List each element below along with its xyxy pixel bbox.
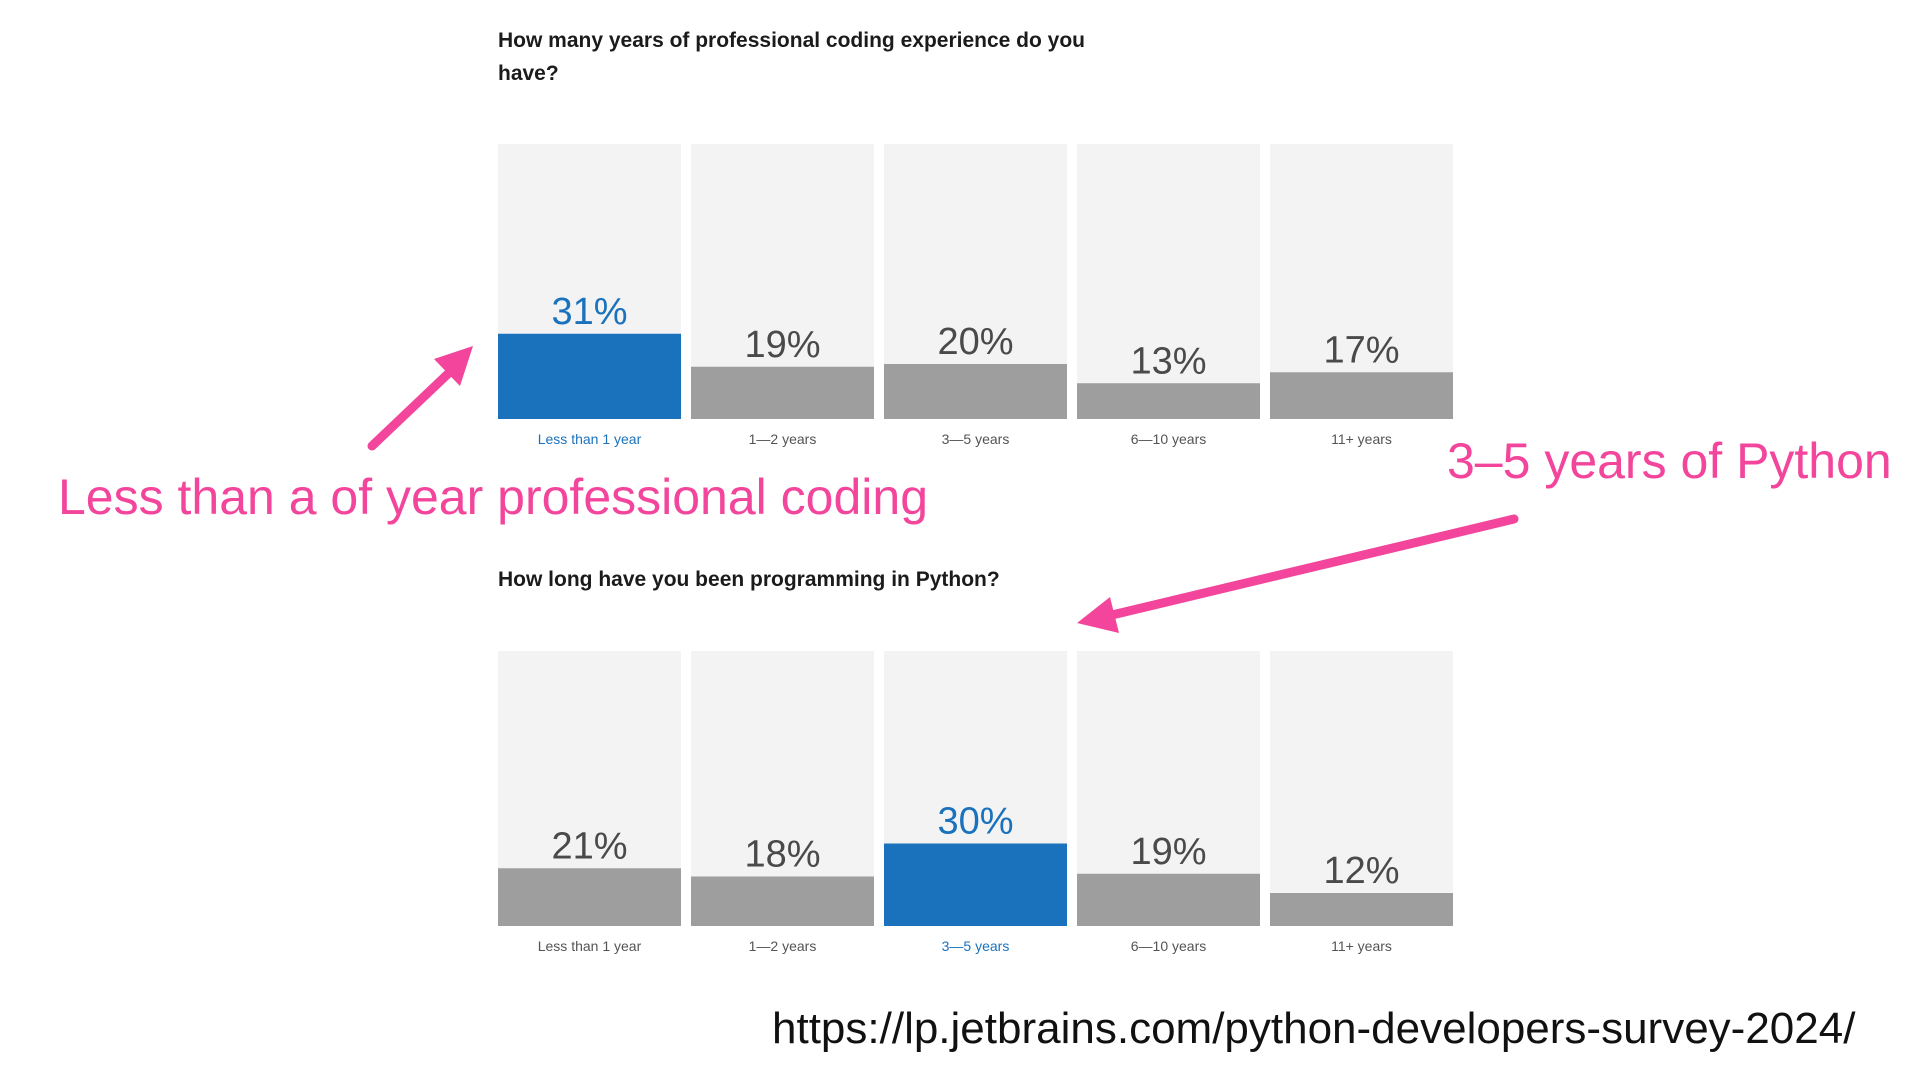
bar <box>1077 383 1260 419</box>
tick-label: 6—10 years <box>1131 938 1206 954</box>
bar-track <box>1270 651 1453 926</box>
bar <box>498 868 681 926</box>
bar <box>498 333 681 419</box>
bar <box>1270 893 1453 926</box>
tick-label: 11+ years <box>1331 938 1392 954</box>
bar <box>1077 873 1260 926</box>
value-label: 21% <box>551 825 627 867</box>
tick-label: 3—5 years <box>942 431 1010 447</box>
tick-label: 6—10 years <box>1131 431 1206 447</box>
bar <box>1270 372 1453 419</box>
tick-label: Less than 1 year <box>538 431 642 447</box>
annotation-less-than-year: Less than a of year professional coding <box>58 469 928 525</box>
arrow-to-first-bar <box>367 346 473 451</box>
tick-label: 3—5 years <box>942 938 1010 954</box>
value-label: 30% <box>937 801 1013 843</box>
value-label: 13% <box>1130 340 1206 382</box>
chart-title-professional-experience: How many years of professional coding ex… <box>498 29 1085 85</box>
chart-python-experience-svg: 21% Less than 1 year 18% 1—2 years 30% 3—5 ye… <box>498 651 1453 954</box>
value-label: 31% <box>551 291 627 333</box>
arrow-to-python-bar <box>1077 514 1519 633</box>
value-label: 20% <box>937 321 1013 363</box>
chart-professional-experience-svg: 31% Less than 1 year 19% 1—2 years 20% 3—5 ye… <box>498 144 1453 447</box>
tick-label: Less than 1 year <box>538 938 642 954</box>
bar <box>691 876 874 926</box>
bar <box>884 364 1067 419</box>
annotation-python-years: 3–5 years of Python <box>1447 433 1892 489</box>
source-url: https://lp.jetbrains.com/python-develope… <box>772 1004 1856 1053</box>
bar-track <box>1077 144 1260 419</box>
value-label: 19% <box>1130 831 1206 873</box>
value-label: 17% <box>1323 329 1399 371</box>
bar <box>691 366 874 419</box>
tick-label: 11+ years <box>1331 431 1392 447</box>
value-label: 19% <box>744 324 820 366</box>
value-label: 18% <box>744 834 820 876</box>
bar <box>884 843 1067 926</box>
chart-python-experience: 21% Less than 1 year 18% 1—2 years 30% 3—5 ye… <box>498 651 1454 991</box>
tick-label: 1—2 years <box>749 431 817 447</box>
chart-professional-experience: 31% Less than 1 year 19% 1—2 years 20% 3—5 ye… <box>498 144 1454 484</box>
value-label: 12% <box>1323 850 1399 892</box>
chart-title-python-experience: How long have you been programming in Py… <box>498 568 1000 591</box>
tick-label: 1—2 years <box>749 938 817 954</box>
